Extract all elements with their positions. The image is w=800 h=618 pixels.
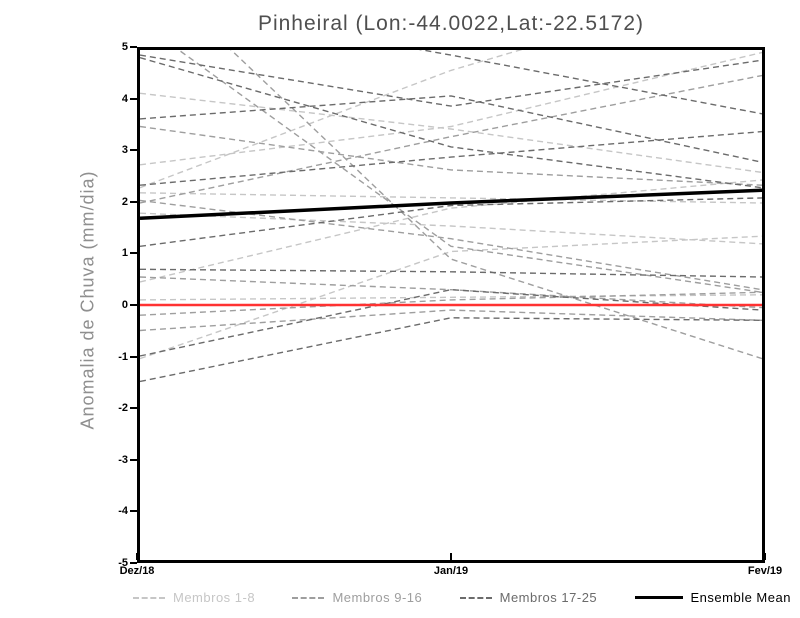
- y-tick-mark: [130, 252, 137, 255]
- y-tick-label: 1: [121, 247, 128, 260]
- ensemble-lines-svg: [140, 50, 762, 383]
- member-line: [140, 74, 762, 204]
- y-tick-mark: [130, 149, 137, 152]
- y-tick-label: -4: [118, 505, 128, 518]
- member-line: [140, 50, 523, 189]
- member-line: [140, 276, 762, 309]
- dashed-line-swatch-icon: [292, 596, 325, 599]
- member-line: [140, 268, 762, 278]
- y-tick-label: 0: [121, 299, 128, 311]
- y-tick-mark: [130, 304, 137, 306]
- y-tick-label: 5: [121, 41, 128, 53]
- x-tick-mark: [136, 553, 138, 560]
- y-tick-label: 4: [121, 92, 128, 105]
- legend-label: Membros 9-16: [332, 590, 423, 605]
- member-line: [140, 309, 762, 332]
- dashed-line-swatch-icon: [459, 596, 492, 599]
- y-tick-mark: [130, 510, 137, 513]
- y-tick-mark: [130, 97, 137, 100]
- x-tick-label: Jan/19: [433, 565, 469, 577]
- legend-label: Membros 17-25: [499, 590, 598, 605]
- member-line: [140, 92, 762, 174]
- y-axis-label: Anomalia de Chuva (mm/dia): [77, 170, 98, 430]
- member-line: [140, 51, 762, 166]
- y-tick-label: 2: [121, 195, 128, 208]
- legend: Membros 1-8 Membros 9-16 Membros 17-25 E…: [133, 590, 791, 605]
- member-line: [140, 130, 762, 186]
- legend-item-membros-17-25: Membros 17-25: [459, 590, 598, 605]
- legend-label: Membros 1-8: [173, 590, 256, 605]
- y-tick-label: -3: [118, 453, 128, 466]
- x-tick-mark: [764, 553, 766, 560]
- y-tick-label: -2: [118, 402, 128, 415]
- chart-title: Pinheiral (Lon:-44.0022,Lat:-22.5172): [257, 12, 645, 35]
- legend-item-membros-9-16: Membros 9-16: [292, 590, 422, 605]
- member-line: [140, 192, 762, 204]
- member-line: [177, 50, 762, 293]
- y-tick-label: -1: [118, 350, 128, 363]
- y-tick-label: 3: [121, 144, 128, 157]
- y-tick-mark: [130, 407, 137, 410]
- legend-item-membros-1-8: Membros 1-8: [133, 590, 255, 605]
- legend-item-ensemble-mean: Ensemble Mean: [634, 590, 791, 605]
- member-line: [140, 54, 762, 107]
- y-tick-mark: [130, 562, 137, 564]
- member-line: [140, 294, 762, 301]
- member-line: [140, 197, 762, 247]
- ensemble-mean-line: [140, 188, 762, 221]
- member-line: [140, 57, 762, 189]
- plot-area: [137, 47, 765, 563]
- member-line: [140, 317, 762, 383]
- x-tick-label: Dez/18: [119, 565, 155, 577]
- y-tick-mark: [130, 355, 137, 358]
- x-tick-mark: [450, 553, 452, 560]
- y-tick-mark: [130, 458, 137, 461]
- x-tick-label: Fev/19: [747, 565, 783, 577]
- member-line: [140, 125, 762, 186]
- member-line: [140, 291, 762, 316]
- member-line: [230, 50, 762, 360]
- y-tick-mark: [130, 46, 137, 48]
- solid-line-swatch-icon: [634, 596, 683, 599]
- dashed-line-swatch-icon: [133, 596, 165, 599]
- member-line: [140, 212, 762, 245]
- y-tick-mark: [130, 200, 137, 203]
- member-line: [140, 288, 762, 357]
- y-tick-label: -5: [118, 557, 128, 569]
- legend-label: Ensemble Mean: [690, 590, 791, 605]
